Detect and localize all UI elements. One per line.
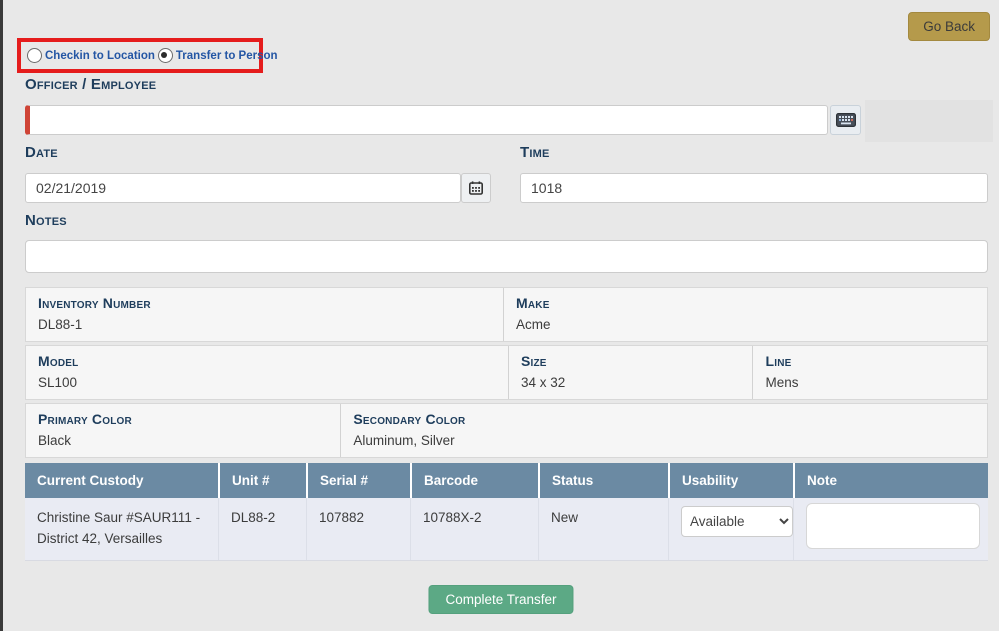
cell-usability: Available: [668, 498, 793, 560]
detail-value: Acme: [516, 317, 551, 332]
cell-note: [793, 498, 988, 560]
col-header-note: Note: [793, 463, 988, 498]
complete-transfer-button[interactable]: Complete Transfer: [428, 585, 574, 614]
detail-size: Size 34 x 32: [507, 346, 753, 399]
detail-label: Make: [516, 295, 550, 311]
detail-label: Model: [38, 353, 79, 369]
radio-transfer-to-person[interactable]: Transfer to Person: [157, 48, 278, 63]
detail-value: Black: [38, 433, 72, 448]
time-label: Time: [520, 144, 550, 161]
custody-table: Current Custody Unit # Serial # Barcode …: [25, 463, 988, 561]
detail-value: 34 x 32: [520, 375, 566, 390]
radio-button-icon[interactable]: [157, 48, 173, 63]
calendar-picker-button[interactable]: [461, 173, 491, 203]
radio-transfer-label: Transfer to Person: [175, 49, 278, 62]
detail-label: Primary Color: [38, 411, 132, 427]
cell-current-custody: Christine Saur #SAUR111 - District 42, V…: [37, 510, 201, 546]
go-back-button[interactable]: Go Back: [908, 12, 990, 41]
detail-secondary-color: Secondary Color Aluminum, Silver: [340, 404, 987, 457]
custody-table-header: Current Custody Unit # Serial # Barcode …: [25, 463, 988, 498]
detail-model: Model SL100: [26, 346, 508, 399]
cell-unit: DL88-2: [218, 498, 306, 560]
detail-value: Mens: [765, 375, 799, 390]
cell-status: New: [538, 498, 668, 560]
time-input[interactable]: [520, 173, 988, 203]
col-header-usability: Usability: [668, 463, 793, 498]
keyboard-lookup-button[interactable]: [830, 105, 861, 135]
detail-label: Inventory Number: [38, 295, 151, 311]
radio-checkin-label: Checkin to Location: [45, 49, 155, 62]
date-input[interactable]: [25, 173, 461, 203]
officer-employee-input[interactable]: [25, 105, 828, 135]
item-details-row: Primary Color Black Secondary Color Alum…: [25, 403, 988, 458]
cell-barcode: 10788X-2: [410, 498, 538, 560]
col-header-status: Status: [538, 463, 668, 498]
radio-checkin-to-location[interactable]: Checkin to Location: [27, 48, 155, 63]
col-header-current-custody: Current Custody: [37, 473, 144, 488]
notes-label: Notes: [25, 212, 67, 229]
detail-value: Aluminum, Silver: [353, 433, 455, 448]
keyboard-icon: [835, 113, 856, 127]
detail-primary-color: Primary Color Black: [26, 404, 340, 457]
detail-label: Secondary Color: [353, 411, 466, 427]
detail-value: DL88-1: [38, 317, 83, 332]
date-label: Date: [25, 144, 58, 161]
detail-label: Line: [765, 353, 792, 369]
detail-label: Size: [520, 353, 547, 369]
detail-line: Line Mens: [752, 346, 987, 399]
cell-serial: 107882: [306, 498, 410, 560]
detail-make: Make Acme: [503, 288, 987, 341]
item-details-row: Model SL100 Size 34 x 32 Line Mens: [25, 345, 988, 400]
item-details-row: Inventory Number DL88-1 Make Acme: [25, 287, 988, 342]
row-note-input[interactable]: [806, 503, 980, 549]
notes-textarea[interactable]: [25, 240, 988, 273]
officer-employee-label: Officer / Employee: [25, 76, 157, 93]
detail-value: SL100: [38, 375, 78, 390]
detail-inventory-number: Inventory Number DL88-1: [26, 288, 503, 341]
col-header-serial: Serial #: [306, 463, 410, 498]
mode-selector-annotation-box: Checkin to Location Transfer to Person: [17, 38, 278, 73]
side-panel-placeholder: [865, 100, 993, 142]
col-header-unit: Unit #: [218, 463, 306, 498]
usability-select[interactable]: Available: [681, 506, 793, 537]
calendar-icon: [468, 181, 483, 195]
radio-button-icon[interactable]: [27, 48, 42, 63]
col-header-barcode: Barcode: [410, 463, 538, 498]
table-row: Christine Saur #SAUR111 - District 42, V…: [25, 498, 988, 561]
